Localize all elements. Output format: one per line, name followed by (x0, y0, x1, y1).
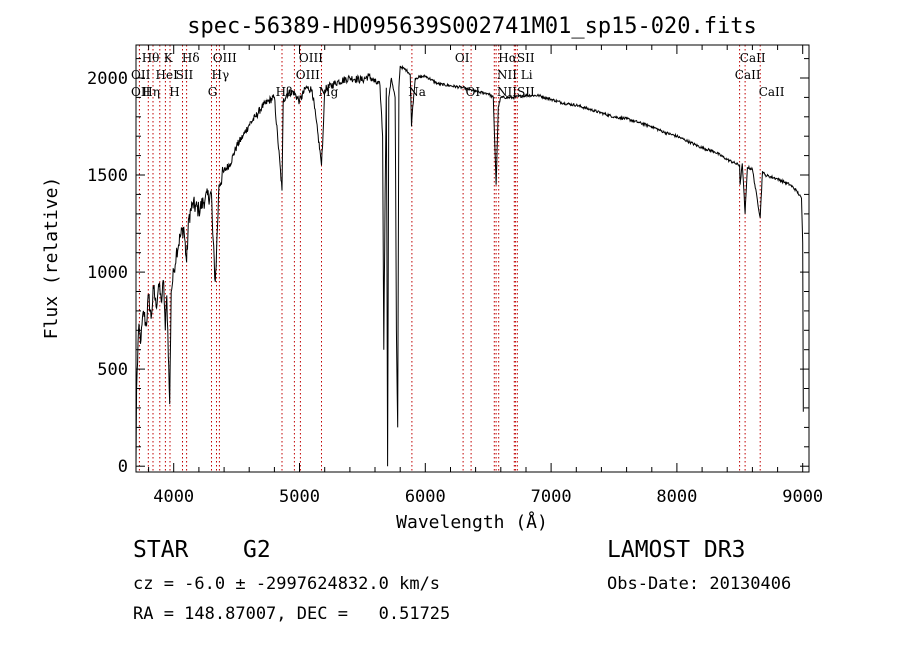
line-label: OIII (296, 68, 320, 82)
line-label: OII (131, 68, 151, 82)
line-label: Mg (318, 85, 338, 99)
y-tick-label: 1500 (87, 166, 128, 186)
line-label: HeI (156, 68, 179, 82)
x-axis-label: Wavelength (Å) (396, 511, 548, 533)
redshift-cz: cz = -6.0 ± -2997624832.0 km/s (133, 574, 441, 594)
object-subclass: G2 (243, 537, 271, 563)
line-label: Hγ (212, 68, 230, 82)
x-tick-label: 9000 (782, 487, 823, 507)
x-tick-label: 7000 (531, 487, 572, 507)
x-tick-label: 4000 (153, 487, 194, 507)
x-axis: 4000 5000 6000 7000 8000 9000 (148, 45, 823, 507)
line-label: OIII (213, 51, 237, 65)
y-tick-label: 500 (97, 360, 128, 380)
observation-date: Obs-Date: 20130406 (607, 574, 792, 594)
line-label: CaII (759, 85, 785, 99)
y-tick-label: 1000 (87, 263, 128, 283)
line-label: HαSII (498, 51, 535, 65)
y-axis-label: Flux (relative) (41, 177, 62, 340)
spectrum-line (135, 64, 804, 467)
line-label: CaII (740, 51, 766, 65)
y-tick-label: 0 (118, 457, 128, 477)
line-label: Na (408, 85, 426, 99)
line-label: G (208, 85, 218, 99)
x-tick-label: 5000 (279, 487, 320, 507)
line-label: Hη (142, 85, 160, 99)
survey-name: LAMOST DR3 (607, 537, 746, 563)
line-label: H (169, 85, 179, 99)
line-label: SII (176, 68, 194, 82)
line-label: OI (455, 51, 470, 65)
chart-title: spec-56389-HD095639S002741M01_sp15-020.f… (187, 14, 757, 39)
plot-frame (135, 44, 810, 473)
line-label: Hβ (276, 85, 293, 99)
x-tick-label: 8000 (656, 487, 697, 507)
line-label: OIII (299, 51, 323, 65)
line-label: NII Li (497, 68, 533, 82)
y-axis: 0 500 1000 1500 2000 (87, 58, 809, 477)
x-tick-label: 6000 (405, 487, 446, 507)
spectrum-plot: spec-56389-HD095639S002741M01_sp15-020.f… (41, 14, 823, 533)
line-label: Hθ (142, 51, 160, 65)
spectral-line-markers (138, 45, 761, 472)
line-label: CaII (735, 68, 761, 82)
line-label: K (164, 51, 174, 65)
y-tick-label: 2000 (87, 69, 128, 89)
object-type: STAR (133, 537, 189, 563)
ra-dec-coordinates: RA = 148.87007, DEC = 0.51725 (133, 604, 451, 624)
line-label: Hδ (182, 51, 200, 65)
